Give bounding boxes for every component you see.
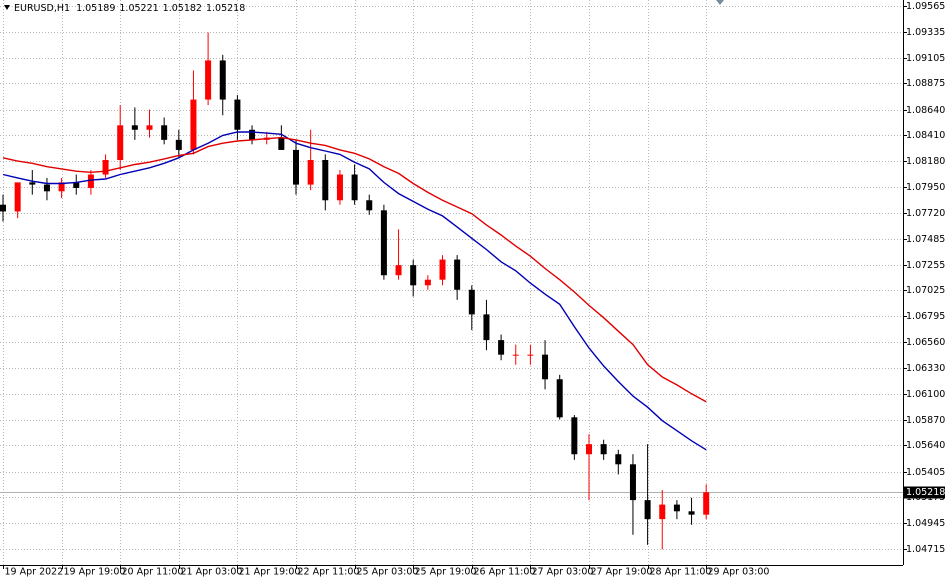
candle-body <box>468 289 475 315</box>
candle-body <box>454 259 461 290</box>
x-tick-label: 26 Apr 11:00 <box>474 567 536 577</box>
x-tick-label: 21 Apr 19:00 <box>239 567 301 577</box>
x-tick-label: 25 Apr 03:00 <box>357 567 419 577</box>
candle-body <box>351 174 358 201</box>
y-tick-label: 1.08640 <box>906 105 945 116</box>
x-tick-label: 28 Apr 11:00 <box>650 567 712 577</box>
x-tick-label: 19 Apr 19:00 <box>64 567 126 577</box>
candle-body <box>395 265 402 276</box>
candle-body <box>293 149 299 185</box>
y-tick-label: 1.09335 <box>906 27 945 38</box>
y-tick-label: 1.08410 <box>906 130 945 141</box>
candle-body <box>556 379 563 418</box>
x-tick-label: 20 Apr 11:00 <box>122 567 184 577</box>
x-tick-label: 25 Apr 19:00 <box>415 567 477 577</box>
header-high: 1.05221 <box>119 3 158 14</box>
y-tick-label: 1.06795 <box>906 311 945 322</box>
candle-body <box>336 174 343 201</box>
x-tick-label: 21 Apr 03:00 <box>181 567 243 577</box>
candle-body <box>424 279 431 286</box>
candle-body <box>249 129 256 140</box>
candle-body <box>87 174 94 188</box>
candle-body <box>161 125 168 140</box>
x-tick-label: 29 Apr 03:00 <box>708 567 770 577</box>
header-close: 1.05218 <box>206 3 245 14</box>
y-tick-label: 1.09105 <box>906 53 945 64</box>
candle-body <box>117 125 124 160</box>
last-price-label: 1.05218 <box>906 487 945 498</box>
y-tick-label: 1.08875 <box>906 78 945 89</box>
header-text: EURUSD,H1 1.05189 1.05221 1.05182 1.05218 <box>14 3 245 14</box>
candle-body <box>307 159 314 185</box>
candle-body <box>366 200 373 211</box>
candle-body <box>629 464 636 501</box>
y-tick-label: 1.07255 <box>906 260 945 271</box>
candle-body <box>380 210 387 276</box>
candle-body <box>175 139 182 150</box>
header: EURUSD,H1 1.05189 1.05221 1.05182 1.05218 <box>4 3 245 14</box>
candle-body <box>73 182 80 188</box>
candle-body <box>43 184 50 192</box>
y-tick-label: 1.07950 <box>906 182 945 193</box>
candle-body <box>600 444 607 455</box>
candle-body <box>673 504 680 512</box>
header-open: 1.05189 <box>76 3 115 14</box>
y-tick-label: 1.09565 <box>906 1 945 12</box>
candle-body <box>688 511 695 515</box>
candle-body <box>205 60 212 100</box>
moving-average <box>2 131 707 451</box>
y-tick-label: 1.05405 <box>906 467 945 478</box>
candle-body <box>14 182 21 212</box>
candle-body <box>58 182 65 192</box>
header-low: 1.05182 <box>163 3 202 14</box>
axes: 1.09565 1.09335 1.09105 1.08875 1.08640 1.084… <box>3 1 945 577</box>
symbol: EURUSD,H1 <box>14 3 70 14</box>
candle-body <box>29 182 36 185</box>
candle-body <box>542 354 549 380</box>
candle-body <box>234 99 241 130</box>
moving-average <box>2 136 707 403</box>
candle-body <box>410 265 417 286</box>
candle-body <box>498 340 505 355</box>
candle-body <box>644 500 651 520</box>
candle-body <box>586 444 592 455</box>
x-tick-label: 27 Apr 19:00 <box>591 567 653 577</box>
y-tick-label: 1.06100 <box>906 389 945 400</box>
candle-body <box>102 159 109 175</box>
shift-marker <box>716 0 724 5</box>
marks <box>0 32 710 550</box>
y-tick-label: 1.07025 <box>906 285 945 296</box>
candle-body <box>703 492 710 515</box>
candle-body <box>146 125 153 130</box>
candle-body <box>571 417 578 455</box>
candle-body <box>0 204 6 212</box>
candle-body <box>659 504 666 520</box>
candle-body <box>131 125 138 130</box>
y-tick-label: 1.07720 <box>906 208 945 219</box>
y-tick-label: 1.04715 <box>906 544 945 555</box>
x-tick-label: 22 Apr 11:00 <box>298 567 360 577</box>
candle-body <box>219 60 226 100</box>
candle-body <box>439 259 446 280</box>
candle-body <box>483 314 490 341</box>
x-tick-label: 19 Apr 2022 <box>5 567 64 577</box>
header-icon <box>4 5 10 10</box>
candle-body <box>512 354 519 356</box>
candle-body <box>278 137 285 150</box>
candle-body <box>322 159 329 201</box>
x-tick-label: 27 Apr 03:00 <box>532 567 594 577</box>
y-tick-label: 1.05640 <box>906 440 945 451</box>
y-tick-label: 1.05870 <box>906 415 945 426</box>
last-price-box <box>904 486 945 499</box>
y-tick-label: 1.07485 <box>906 234 945 245</box>
y-tick-label: 1.08180 <box>906 156 945 167</box>
candle-body <box>615 454 622 465</box>
y-tick-label: 1.06330 <box>906 363 945 374</box>
candle-body <box>527 354 534 356</box>
candle-body <box>190 99 197 150</box>
y-tick-label: 1.06560 <box>906 337 945 348</box>
y-tick-label: 1.04945 <box>906 518 945 529</box>
